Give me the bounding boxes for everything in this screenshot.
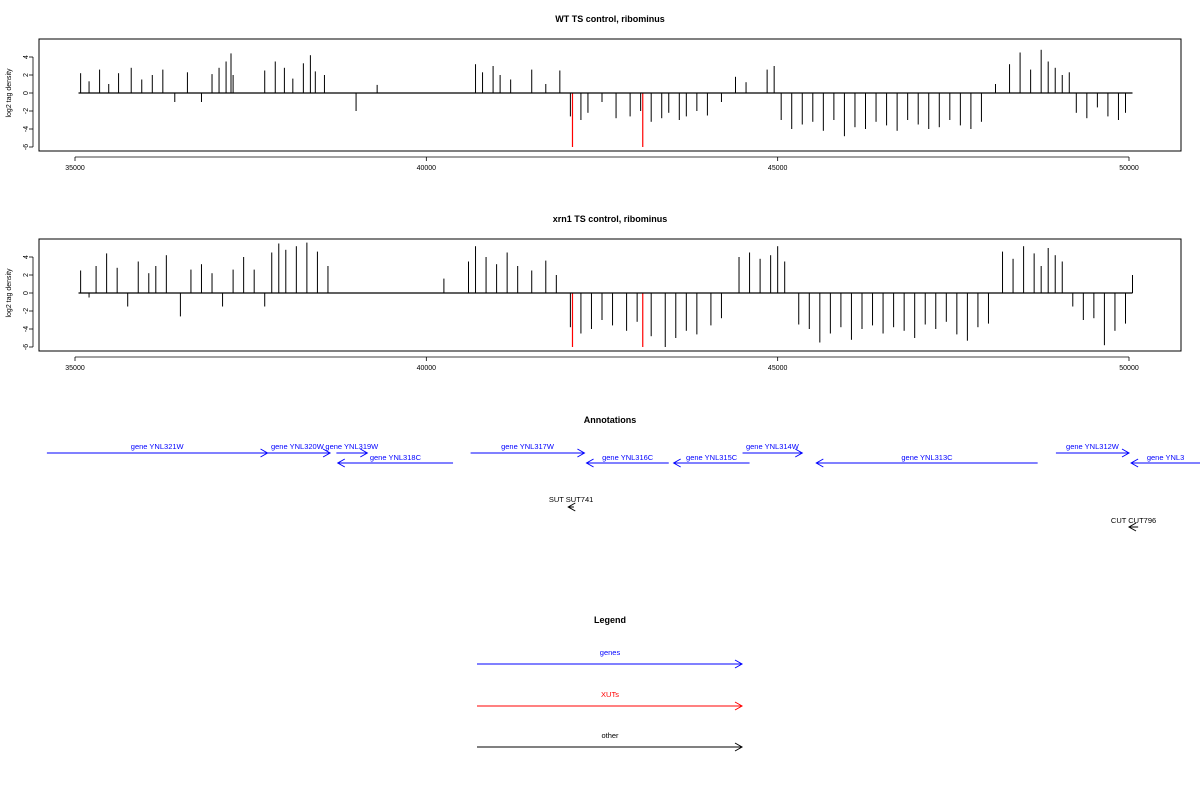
y-axis-label: log2 tag density: [6, 68, 13, 118]
y-tick-label: -4: [23, 126, 30, 132]
legend-arrowhead: [734, 659, 744, 669]
y-axis-label: log2 tag density: [6, 268, 13, 318]
y-tick-label: -6: [23, 144, 30, 150]
panel-wt-ts-control: WT TS control, ribominus log2 tag densit…: [6, 14, 1182, 172]
feature-label: gene YNL319W: [325, 442, 379, 451]
feature-label: gene YNL315C: [686, 453, 738, 462]
x-tick-label: 45000: [768, 365, 788, 372]
y-tick-label: -4: [23, 326, 30, 332]
y-tick-label: -2: [23, 308, 30, 314]
feature-arrowhead: [585, 458, 594, 468]
plot-frame: [38, 238, 1182, 352]
annotations-title: Annotations: [584, 415, 637, 425]
plot-frame: [38, 38, 1182, 152]
feature-arrowhead: [336, 458, 346, 468]
feature-arrowhead: [360, 448, 369, 458]
x-tick-label: 50000: [1119, 165, 1139, 172]
feature-label: gene YNL3: [1147, 453, 1184, 462]
annotations-track: Annotations gene YNL321W gene YNL320W gene…: [46, 415, 1200, 532]
legend-label: genes: [600, 648, 621, 657]
x-tick-label: 45000: [768, 165, 788, 172]
feature-arrowhead: [795, 448, 804, 458]
feature-label: gene YNL318C: [370, 453, 422, 462]
feature-arrowhead: [1121, 448, 1131, 458]
legend-title: Legend: [594, 615, 626, 625]
feature-arrowhead: [577, 448, 586, 458]
y-tick-label: 4: [23, 255, 30, 259]
y-tick-label: 2: [23, 273, 30, 277]
feature-label: gene YNL312W: [1066, 442, 1120, 451]
y-tick-label: 0: [23, 291, 30, 295]
y-tick-label: 2: [23, 73, 30, 77]
feature-label: SUT SUT741: [549, 495, 593, 504]
y-tick-label: -6: [23, 344, 30, 350]
panel-xrn1-ts-control: xrn1 TS control, ribominus log2 tag dens…: [6, 214, 1182, 372]
legend-label: other: [601, 731, 619, 740]
feature-label: CUT CUT796: [1111, 516, 1156, 525]
feature-label: gene YNL321W: [131, 442, 185, 451]
feature-arrowhead: [567, 502, 576, 512]
feature-arrowhead: [1127, 522, 1137, 532]
legend-label: XUTs: [601, 690, 619, 699]
feature-label: gene YNL317W: [501, 442, 555, 451]
legend-arrowhead: [734, 701, 744, 711]
feature-label: gene YNL316C: [602, 453, 654, 462]
legend-arrowhead: [734, 742, 744, 752]
y-tick-label: -2: [23, 108, 30, 114]
x-tick-label: 40000: [417, 165, 437, 172]
feature-label: gene YNL320W: [271, 442, 325, 451]
feature-label: gene YNL314W: [746, 442, 800, 451]
x-tick-label: 35000: [65, 165, 85, 172]
feature-arrowhead: [322, 448, 332, 458]
x-tick-label: 35000: [65, 365, 85, 372]
x-tick-label: 50000: [1119, 365, 1139, 372]
panel-title: xrn1 TS control, ribominus: [553, 214, 668, 224]
panel-title: WT TS control, ribominus: [555, 14, 665, 24]
y-tick-label: 0: [23, 91, 30, 95]
feature-label: gene YNL313C: [901, 453, 953, 462]
legend: Legend genes XUTs other: [477, 615, 744, 752]
feature-arrowhead: [672, 458, 681, 468]
y-tick-label: 4: [23, 55, 30, 59]
feature-arrowhead: [815, 458, 824, 468]
feature-arrowhead: [1130, 458, 1139, 468]
x-tick-label: 40000: [417, 365, 437, 372]
